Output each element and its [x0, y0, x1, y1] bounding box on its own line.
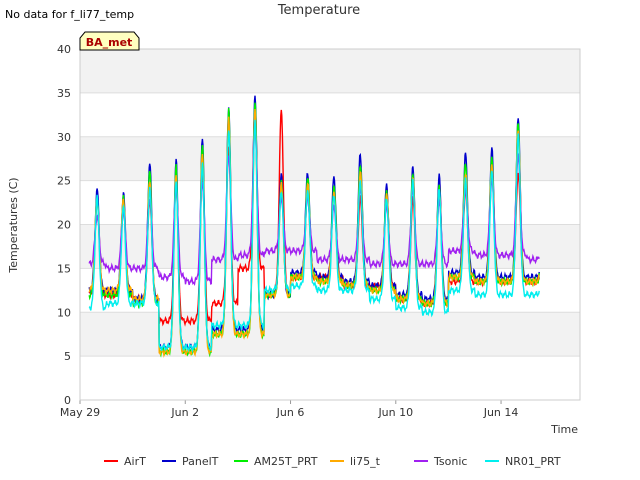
x-axis-ticks: May 29 Jun 2 Jun 6 Jun 10 Jun 14 — [60, 400, 519, 419]
site-badge: BA_met — [79, 31, 140, 51]
y-tick-label: 0 — [64, 394, 71, 407]
plot-band — [80, 49, 580, 93]
y-tick-label: 5 — [64, 350, 71, 363]
y-tick-label: 20 — [57, 219, 71, 232]
y-axis-ticks: 0 5 10 15 20 25 30 35 40 — [57, 43, 71, 407]
series-line-nr01-prt — [88, 119, 540, 354]
plot-band — [80, 92, 580, 137]
x-axis-label: Time — [550, 423, 578, 436]
no-data-note: No data for f_li77_temp — [5, 8, 134, 21]
y-tick-label: 25 — [57, 175, 71, 188]
x-tick-label: Jun 2 — [170, 406, 199, 419]
x-tick-label: Jun 14 — [483, 406, 519, 419]
y-tick-label: 10 — [57, 306, 71, 319]
plot-band — [80, 312, 580, 357]
legend-label: AirT — [124, 455, 146, 468]
y-tick-label: 15 — [57, 262, 71, 275]
plot-background — [80, 49, 580, 400]
legend-label: AM25T_PRT — [254, 455, 318, 468]
chart-title: Temperature — [277, 3, 360, 18]
legend-label: NR01_PRT — [505, 455, 561, 468]
legend-label: PanelT — [182, 455, 219, 468]
plot-band — [80, 356, 580, 400]
x-tick-label: Jun 6 — [276, 406, 305, 419]
x-tick-label: May 29 — [60, 406, 100, 419]
x-tick-label: Jun 10 — [377, 406, 413, 419]
legend-label: li75_t — [350, 455, 381, 468]
plot-band — [80, 136, 580, 181]
plot-band — [80, 180, 580, 225]
series-lines — [88, 95, 540, 358]
y-tick-label: 35 — [57, 87, 71, 100]
legend-label: Tsonic — [433, 455, 467, 468]
plot-border — [79, 48, 581, 401]
legend: AirT PanelT AM25T_PRT li75_t Tsonic NR01_PRT — [104, 455, 561, 468]
y-tick-label: 30 — [57, 131, 71, 144]
badge-label: BA_met — [86, 36, 133, 49]
y-axis-label: Temperatures (C) — [7, 177, 20, 273]
y-tick-label: 40 — [57, 43, 71, 56]
